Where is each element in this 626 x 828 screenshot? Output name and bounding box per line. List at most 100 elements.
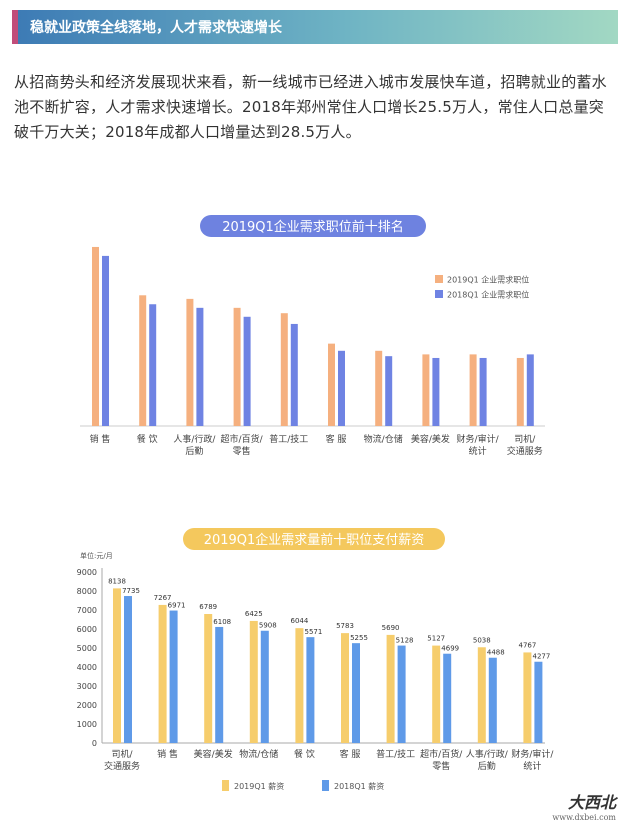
chart1-bar-s1 [139,295,147,426]
chart2-x-tick-label: 后勤 [478,760,496,772]
chart2-bar-s1 [432,645,441,743]
chart2-data-label: 6108 [213,618,231,626]
chart1-bar-s2 [149,304,157,426]
chart1-x-tick-label: 零售 [233,445,251,457]
chart2-x-tick-label: 美容/美发 [194,748,233,760]
chart2-y-tick-label: 3000 [77,682,97,691]
chart2-unit-label: 单位:元/月 [80,551,113,560]
chart2-x-tick-label: 客 服 [340,748,361,760]
chart1-x-tick-label: 普工/技工 [269,433,308,445]
chart2-data-label: 5783 [336,622,354,630]
chart1-x-tick-label: 统计 [469,445,487,457]
chart2-data-label: 4488 [487,649,505,657]
chart2-x-tick-label: 普工/技工 [376,748,415,760]
chart2-x-tick-label: 交通服务 [104,760,140,772]
chart1-bar-s2 [385,356,393,426]
chart1-legend-swatch [435,275,443,283]
chart2-title: 2019Q1企业需求量前十职位支付薪资 [204,532,425,548]
chart2-data-label: 8138 [108,577,126,585]
chart2-data-label: 4699 [441,645,459,653]
chart2-bar-s2 [534,661,543,743]
chart2-x-tick-label: 人事/行政/ [466,748,509,760]
chart2-legend-label: 2019Q1 薪资 [234,781,284,791]
chart1-x-tick-label: 交通服务 [507,445,543,457]
chart2-bar-s2 [215,626,224,743]
chart1-x-tick-label: 美容/美发 [411,433,450,445]
chart2-legend-label: 2018Q1 薪资 [334,781,384,791]
chart2-bar-s1 [341,633,349,743]
chart1-bar-s1 [92,246,99,426]
chart2-y-tick-label: 7000 [77,606,97,615]
chart1-x-tick-label: 司机/ [514,433,536,445]
chart1-legend-label: 2019Q1 企业需求职位 [447,275,529,285]
chart1-bar-s2 [479,357,487,426]
chart2-data-label: 7267 [154,594,172,602]
chart2-data-label: 5255 [350,634,368,642]
chart2-y-tick-label: 0 [92,739,97,748]
chart2-x-tick-label: 财务/审计/ [511,748,554,760]
chart2-bar-s1 [295,628,304,743]
chart1-title-pill [200,215,426,237]
chart2-x-tick-label: 餐 饮 [294,748,315,760]
watermark-site: www.dxbei.com [552,813,616,822]
chart2-legend-swatch [322,780,329,791]
chart1-bar-s1 [280,313,288,426]
chart2-data-label: 6425 [245,610,263,618]
chart2-y-tick-label: 8000 [77,587,97,596]
watermark-text: 大西北 [567,793,616,812]
intro-paragraph: 从招商势头和经济发展现状来看，新一线城市已经进入城市发展快车道，招聘就业的蓄水池… [14,73,607,141]
chart2-x-tick-label: 超市/百货/ [420,748,463,760]
chart2-bar-s2 [306,637,315,743]
chart2-data-label: 7735 [122,587,140,595]
chart2-data-label: 6789 [199,603,217,611]
chart2-x-tick-label: 物流/仓储 [239,748,278,760]
chart1-x-tick-label: 人事/行政/ [173,433,216,445]
chart2-bar-s1 [158,604,167,743]
chart2-data-label: 5908 [259,622,277,630]
chart2-bar-s1 [386,634,395,743]
chart2-bar-s2 [397,645,406,743]
chart1-bar-s2 [290,323,298,426]
chart1-bar-s2 [243,316,251,426]
chart2-y-tick-label: 9000 [77,568,97,577]
watermark-logo: 大西北 www.dxbei.com [552,789,616,822]
chart2-x-tick-label: 零售 [432,760,450,772]
chart1-legend-swatch [435,290,443,298]
chart1-x-tick-label: 物流/仓储 [364,433,403,445]
chart2-bar-s2 [352,643,360,743]
chart2-y-tick-label: 4000 [77,663,97,672]
chart1-bar-s1 [469,354,477,426]
chart2-bar-s2 [124,596,132,743]
chart2-y-tick-label: 1000 [77,720,97,729]
chart2-bar-s1 [249,620,258,743]
chart2-x-tick-label: 销 售 [157,748,178,760]
chart1-bar-s2 [196,307,204,426]
chart2-data-label: 5690 [382,624,400,632]
chart2-y-tick-label: 2000 [77,701,97,710]
chart1-bar-s1 [233,307,241,426]
chart1-legend-label: 2018Q1 企业需求职位 [447,290,529,300]
chart1-bar-s1 [328,343,335,426]
chart1-bar-s1 [516,357,524,426]
chart1-x-tick-label: 超市/百货/ [221,433,264,445]
chart2-x-tick-label: 司机/ [111,748,133,760]
chart1-bar-s2 [102,255,109,426]
chart1-title: 2019Q1企业需求职位前十排名 [222,219,404,235]
chart1-bar-s1 [422,354,430,426]
chart2-data-label: 5127 [427,635,445,643]
chart1-bar-s1 [186,298,194,426]
chart1-bar-s2 [338,350,345,426]
chart1-x-tick-label: 餐 饮 [137,433,158,445]
chart1-x-tick-label: 后勤 [185,445,203,457]
chart2-data-label: 5038 [473,636,491,644]
chart2-bar-s1 [523,652,532,743]
chart2-bar-s2 [488,657,497,743]
chart2-title-pill [183,528,445,550]
chart2-data-label: 5128 [396,637,414,645]
section-banner: 稳就业政策全线落地，人才需求快速增长 [12,10,618,44]
chart2-legend-swatch [222,780,229,791]
chart2-bar-s1 [204,614,213,743]
chart2-bar-s1 [477,647,486,743]
